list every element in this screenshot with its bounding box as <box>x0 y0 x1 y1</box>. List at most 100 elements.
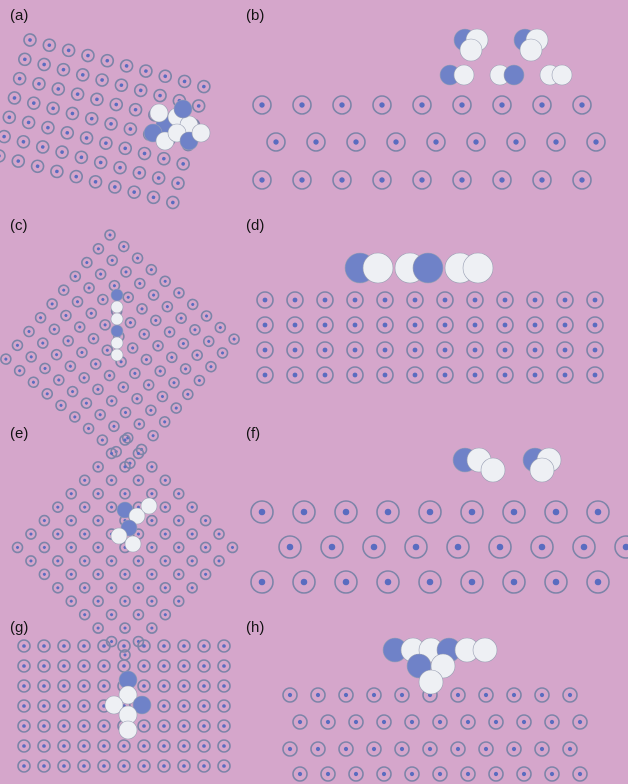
ring <box>292 570 316 594</box>
atom <box>165 305 169 309</box>
ring <box>422 741 438 757</box>
ring <box>197 679 211 693</box>
ring <box>154 365 167 377</box>
ring <box>32 77 46 91</box>
ring <box>0 149 6 163</box>
atom <box>177 291 181 295</box>
ring <box>65 595 78 608</box>
ring <box>77 659 91 673</box>
ring <box>460 500 484 524</box>
ring <box>117 240 130 253</box>
ring <box>316 316 334 334</box>
atom <box>258 578 266 586</box>
atom <box>100 78 104 82</box>
atom <box>50 302 54 306</box>
atom <box>168 330 172 334</box>
ring <box>202 335 215 348</box>
atom <box>16 159 21 163</box>
ring <box>320 714 336 730</box>
atom <box>196 104 201 108</box>
atom <box>144 358 148 362</box>
ring <box>172 541 185 554</box>
ring <box>492 95 512 115</box>
ring <box>496 291 514 309</box>
atom <box>521 719 527 725</box>
atom <box>232 337 236 341</box>
ring <box>256 291 274 309</box>
ring <box>530 535 554 559</box>
atom <box>62 644 66 648</box>
atom <box>381 771 387 777</box>
ring <box>286 341 304 359</box>
atom <box>82 704 86 708</box>
atom <box>62 684 66 688</box>
atom <box>300 508 308 516</box>
ring <box>532 95 552 115</box>
ring <box>572 714 588 730</box>
ring <box>191 99 206 113</box>
ring <box>177 699 191 713</box>
atom <box>419 177 425 183</box>
atom <box>142 764 146 768</box>
atom <box>124 411 128 415</box>
atom <box>176 181 180 185</box>
atom <box>42 572 46 576</box>
sphere <box>124 535 142 553</box>
ring <box>171 176 185 190</box>
atom <box>300 578 308 586</box>
atom <box>222 684 226 688</box>
atom <box>532 322 538 328</box>
ring <box>338 741 354 757</box>
ring <box>544 500 568 524</box>
ring <box>113 160 127 175</box>
atom <box>136 256 140 260</box>
atom <box>55 353 59 357</box>
ring <box>119 59 134 73</box>
atom <box>579 177 585 183</box>
ring <box>81 48 95 63</box>
ring <box>256 316 274 334</box>
atom <box>69 572 73 576</box>
ring <box>146 514 158 527</box>
ring <box>92 242 105 255</box>
ring <box>460 766 476 782</box>
atom <box>131 346 135 350</box>
atom <box>262 297 268 303</box>
atom <box>83 505 87 509</box>
atom <box>110 505 114 509</box>
ring <box>57 679 71 693</box>
panel-label: (g) <box>10 619 28 636</box>
atom <box>273 139 279 145</box>
atom <box>118 165 122 170</box>
ring <box>37 759 51 773</box>
atom <box>322 347 328 353</box>
ring <box>77 699 91 713</box>
ring <box>256 341 274 359</box>
lattice <box>252 170 592 190</box>
ring <box>137 679 151 693</box>
ring <box>172 487 185 500</box>
ring <box>197 699 211 713</box>
lattice <box>252 95 592 115</box>
ring <box>97 679 111 693</box>
atom <box>101 298 105 302</box>
atom <box>455 692 461 698</box>
atom <box>42 519 46 523</box>
ring <box>42 38 57 52</box>
atom <box>108 233 112 237</box>
ring <box>556 291 574 309</box>
ring <box>46 298 58 310</box>
atom <box>162 724 166 728</box>
atom <box>162 684 166 688</box>
ring <box>71 295 84 308</box>
atom <box>483 746 489 752</box>
atom <box>98 160 103 165</box>
atom <box>204 572 208 576</box>
atom <box>352 322 358 328</box>
ring <box>366 741 382 757</box>
atom <box>496 543 504 551</box>
atom <box>409 719 415 725</box>
atom <box>35 164 40 169</box>
sphere <box>140 497 158 515</box>
